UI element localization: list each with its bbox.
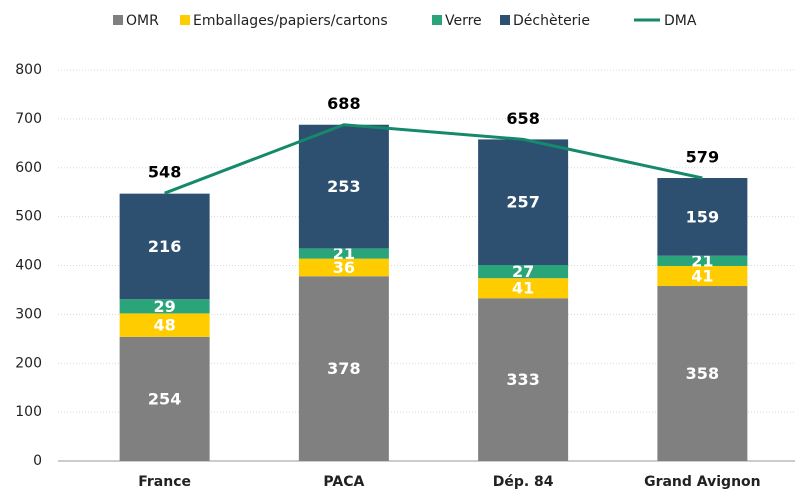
legend-label: OMR xyxy=(126,13,159,29)
y-tick-label: 500 xyxy=(15,209,42,225)
y-tick-label: 800 xyxy=(15,62,42,78)
data-label: 41 xyxy=(691,267,713,286)
bar-segment xyxy=(657,265,748,287)
y-tick-label: 100 xyxy=(15,404,42,420)
data-label: 27 xyxy=(512,262,534,281)
x-tick-label: France xyxy=(138,474,191,490)
data-label: 29 xyxy=(153,297,175,316)
bar-segment xyxy=(298,258,389,277)
bar-segment xyxy=(657,255,748,266)
bar-segment xyxy=(478,278,569,299)
bar-segment xyxy=(119,299,210,314)
line xyxy=(164,123,703,195)
bar-segment xyxy=(298,276,389,461)
y-tick-label: 400 xyxy=(15,258,42,274)
legend-label: Emballages/papiers/cartons xyxy=(193,13,388,29)
data-label: 48 xyxy=(153,316,175,335)
bar-segment xyxy=(657,286,748,461)
data-label: 21 xyxy=(333,244,355,263)
data-label: 36 xyxy=(333,258,355,277)
bar-segment xyxy=(119,313,210,337)
data-label: 254 xyxy=(148,389,181,408)
data-label: 159 xyxy=(686,207,719,226)
legend-marker xyxy=(500,15,510,25)
legend-marker xyxy=(180,15,190,25)
bar-segment xyxy=(119,336,210,461)
data-label: 358 xyxy=(686,364,719,383)
y-tick-label: 700 xyxy=(15,111,42,127)
legend-label: Verre xyxy=(445,13,482,29)
x-tick-label: Grand Avignon xyxy=(644,474,761,490)
bar-segment xyxy=(298,248,389,259)
data-label: 21 xyxy=(691,251,713,270)
bar-segment xyxy=(478,139,569,266)
total-label: 658 xyxy=(506,109,539,128)
legend-marker xyxy=(432,15,442,25)
bar-segment xyxy=(478,265,569,279)
data-label: 41 xyxy=(512,279,534,298)
data-label: 333 xyxy=(506,370,539,389)
data-label: 257 xyxy=(506,193,539,212)
y-tick-label: 0 xyxy=(33,453,42,469)
legend-label: Déchèterie xyxy=(513,13,590,29)
bar-segment xyxy=(657,178,748,256)
bar-segment xyxy=(478,298,569,461)
x-tick-label: Dép. 84 xyxy=(493,474,554,490)
bar-segment xyxy=(119,193,210,300)
legend-label: DMA xyxy=(664,13,697,29)
legend-marker xyxy=(113,15,123,25)
data-label: 216 xyxy=(148,237,181,256)
data-label: 378 xyxy=(327,359,360,378)
data-label: 253 xyxy=(327,177,360,196)
x-tick-label: PACA xyxy=(323,474,364,490)
total-label: 548 xyxy=(148,163,181,182)
total-label: 579 xyxy=(686,148,719,167)
bar-segment xyxy=(298,124,389,249)
y-tick-label: 600 xyxy=(15,160,42,176)
y-tick-label: 300 xyxy=(15,306,42,322)
total-label: 688 xyxy=(327,94,360,113)
y-tick-label: 200 xyxy=(15,355,42,371)
